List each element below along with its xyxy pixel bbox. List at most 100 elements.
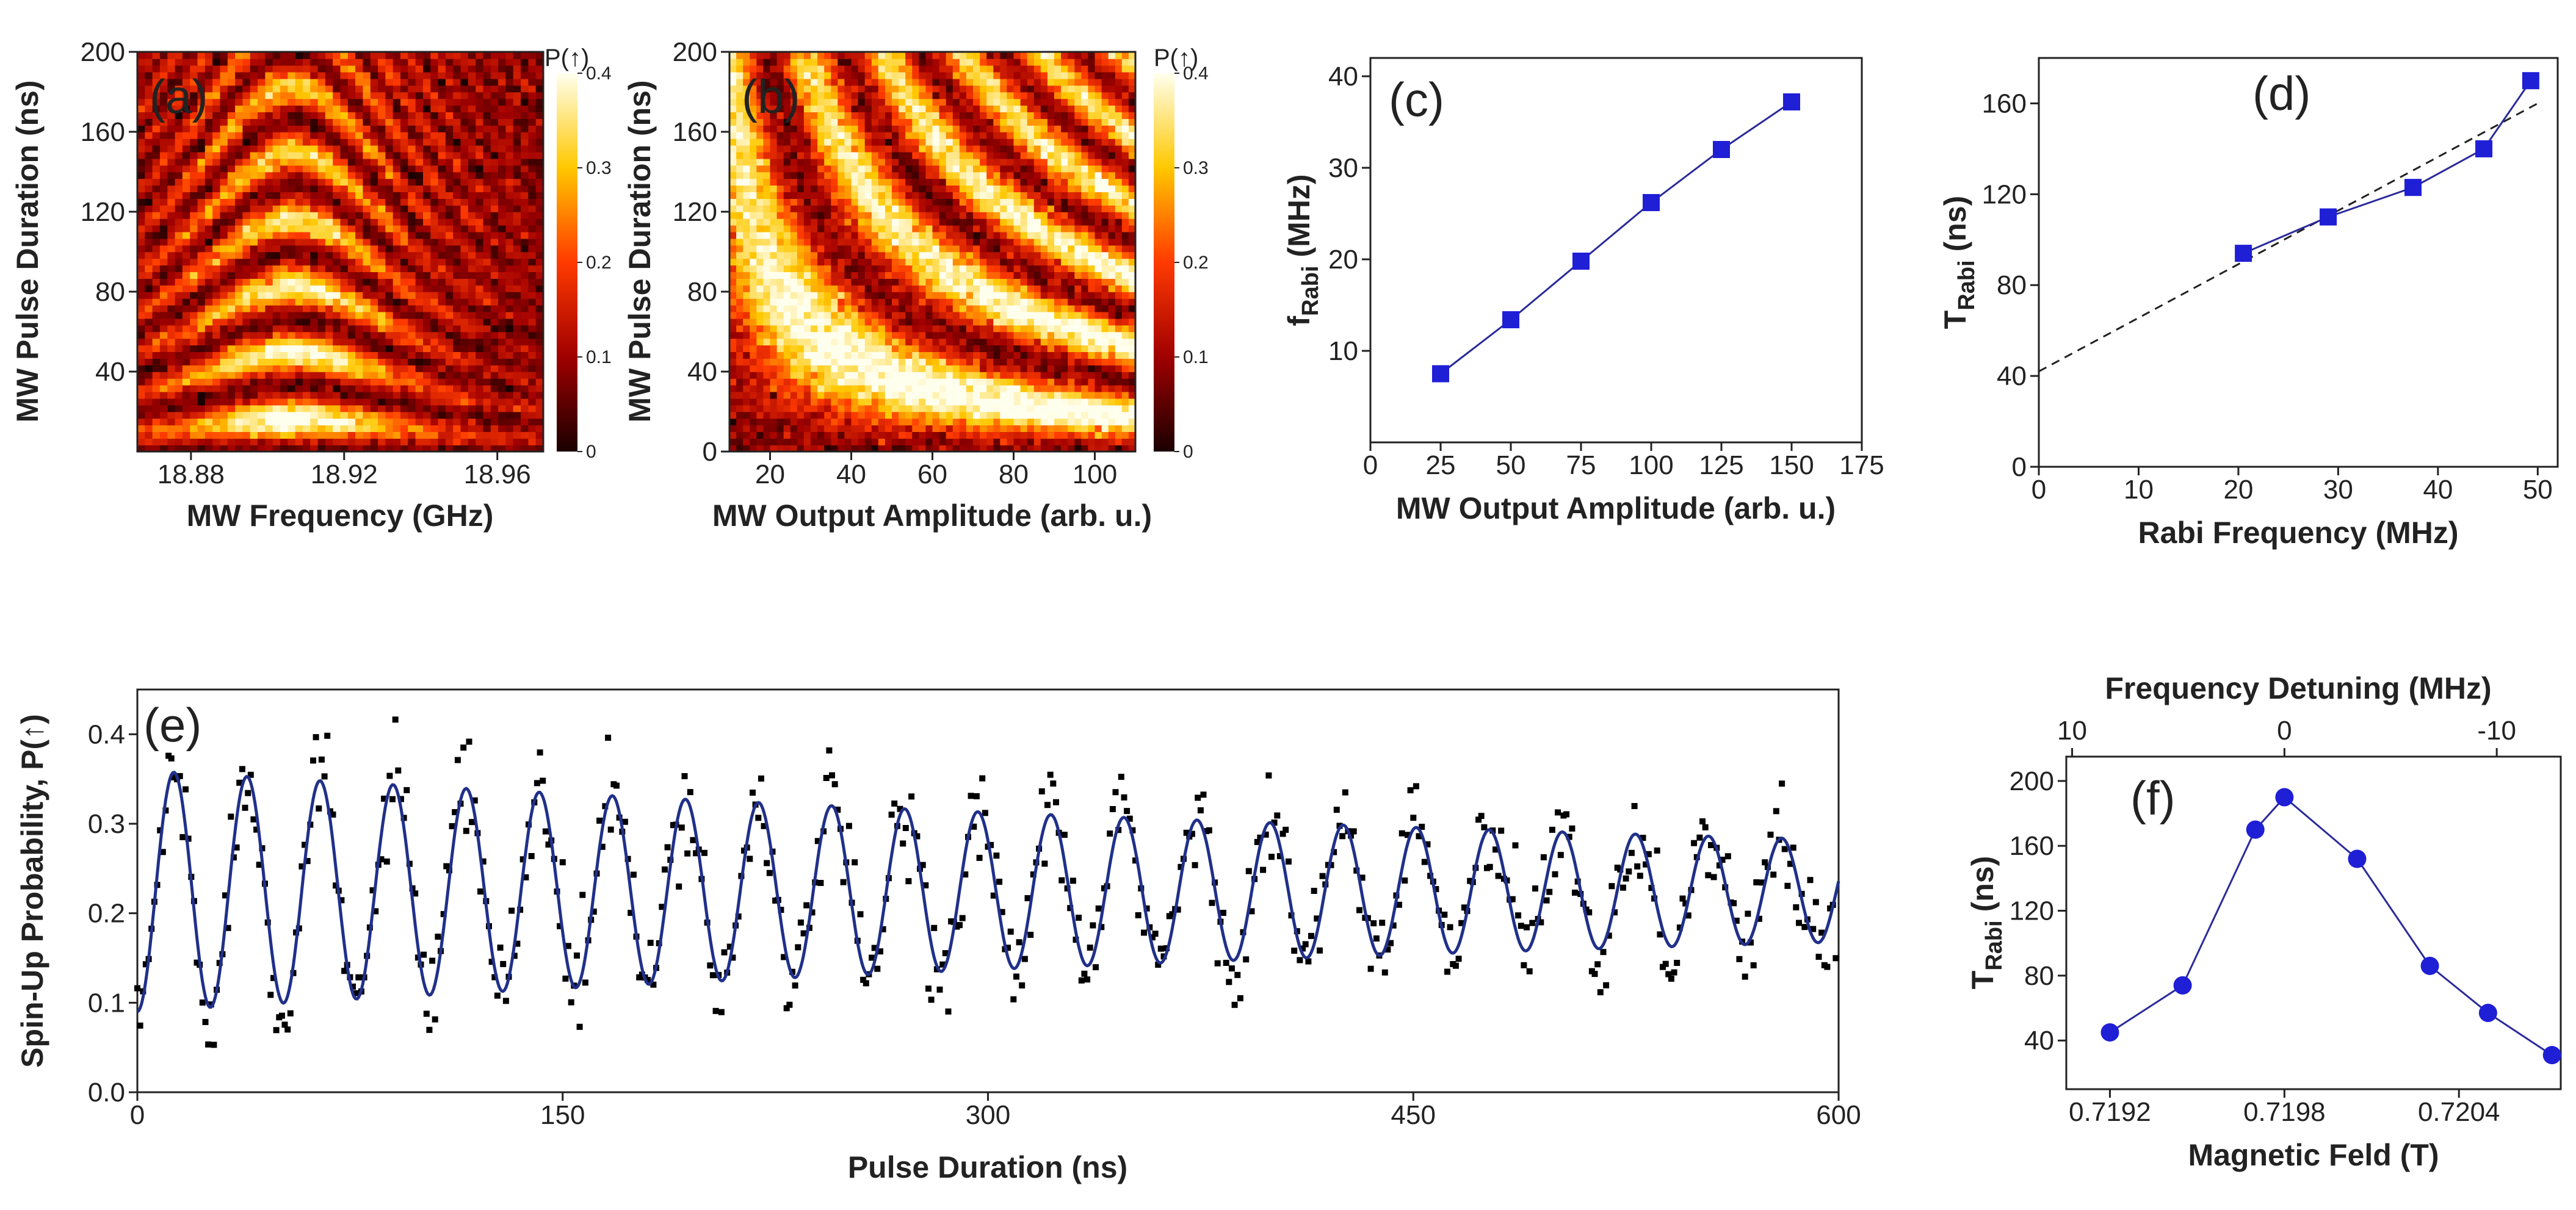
heatmap-cell [885, 192, 892, 199]
heatmap-cell [280, 292, 288, 299]
heatmap-cell [831, 292, 838, 299]
heatmap-cell [333, 218, 341, 226]
heatmap-cell [763, 218, 770, 226]
heatmap-cell [858, 232, 866, 239]
heatmap-cell [770, 292, 778, 299]
heatmap-cell [265, 319, 273, 326]
heatmap-cell [265, 139, 273, 146]
heatmap-cell [341, 92, 349, 99]
heatmap-cell [348, 398, 356, 406]
heatmap-cell [763, 265, 770, 272]
heatmap-cell [885, 372, 892, 379]
heatmap-cell [303, 125, 311, 132]
heatmap-cell [175, 139, 183, 146]
heatmap-cell [250, 378, 258, 386]
heatmap-cell [250, 125, 258, 132]
heatmap-cell [468, 178, 476, 185]
heatmap-cell [852, 192, 859, 199]
heatmap-cell [348, 332, 356, 339]
heatmap-cell [476, 438, 483, 445]
heatmap-cell [446, 105, 454, 112]
heatmap-cell [453, 159, 461, 166]
heatmap-cell [919, 351, 926, 359]
heatmap-cell [797, 338, 805, 345]
heatmap-cell [438, 425, 446, 432]
heatmap-cell [858, 385, 866, 392]
heatmap-cell [513, 239, 521, 246]
heatmap-cell [513, 105, 521, 112]
heatmap-cell [476, 278, 483, 286]
heatmap-cell [385, 358, 393, 366]
heatmap-cell [446, 372, 454, 379]
heatmap-cell [521, 258, 529, 265]
heatmap-cell [878, 319, 886, 326]
heatmap-cell [446, 72, 454, 79]
heatmap-cell [355, 312, 363, 319]
heatmap-cell [743, 292, 750, 299]
heatmap-cell [483, 332, 491, 339]
heatmap-cell [804, 351, 811, 359]
heatmap-cell [235, 338, 243, 345]
heatmap-cell [453, 405, 461, 412]
heatmap-cell [212, 232, 220, 239]
heatmap-cell [513, 98, 521, 106]
heatmap-cell [363, 405, 371, 412]
heatmap-cell [763, 365, 770, 372]
heatmap-cell [242, 145, 250, 153]
heatmap-cell [295, 351, 303, 359]
heatmap-cell [797, 145, 805, 153]
heatmap-cell [175, 252, 183, 259]
heatmap-cell [198, 272, 206, 279]
heatmap-cell [198, 351, 206, 359]
heatmap-cell [378, 292, 386, 299]
heatmap-cell [852, 278, 859, 286]
heatmap-cell [393, 338, 401, 345]
heatmap-cell [446, 192, 454, 199]
heatmap-cell [205, 398, 213, 406]
heatmap-cell [858, 325, 866, 333]
heatmap-cell [729, 245, 737, 253]
heatmap-cell [453, 365, 461, 372]
heatmap-cell [912, 378, 919, 386]
heatmap-cell [453, 72, 461, 79]
heatmap-cell [371, 425, 378, 432]
heatmap-cell [468, 425, 476, 432]
heatmap-cell [190, 365, 198, 372]
heatmap-cell [385, 278, 393, 286]
heatmap-cell [416, 332, 424, 339]
heatmap-cell [153, 332, 161, 339]
heatmap-cell [852, 145, 859, 153]
heatmap-cell [899, 145, 906, 153]
heatmap-cell [919, 398, 926, 406]
heatmap-cell [430, 198, 438, 206]
heatmap-cell [265, 185, 273, 192]
heatmap-cell [811, 79, 818, 86]
heatmap-cell [476, 392, 483, 399]
heatmap-cell [763, 165, 770, 173]
heatmap-cell [831, 438, 838, 445]
heatmap-cell [468, 198, 476, 206]
heatmap-cell [528, 298, 536, 306]
heatmap-cell [750, 351, 757, 359]
heatmap-cell [385, 232, 393, 239]
heatmap-cell [371, 165, 378, 173]
heatmap-cell [430, 185, 438, 192]
heatmap-cell [393, 392, 401, 399]
heatmap-cell [416, 225, 424, 232]
heatmap-cell [885, 258, 892, 265]
heatmap-cell [258, 438, 266, 445]
heatmap-cell [476, 145, 483, 153]
heatmap-cell [521, 72, 529, 79]
heatmap-cell [393, 118, 401, 126]
heatmap-cell [777, 165, 784, 173]
heatmap-cell [371, 72, 378, 79]
heatmap-cell [137, 358, 145, 366]
heatmap-cell [858, 372, 866, 379]
heatmap-cell [777, 351, 784, 359]
heatmap-cell [865, 185, 872, 192]
heatmap-cell [235, 65, 243, 73]
heatmap-cell [852, 372, 859, 379]
heatmap-cell [258, 59, 266, 66]
